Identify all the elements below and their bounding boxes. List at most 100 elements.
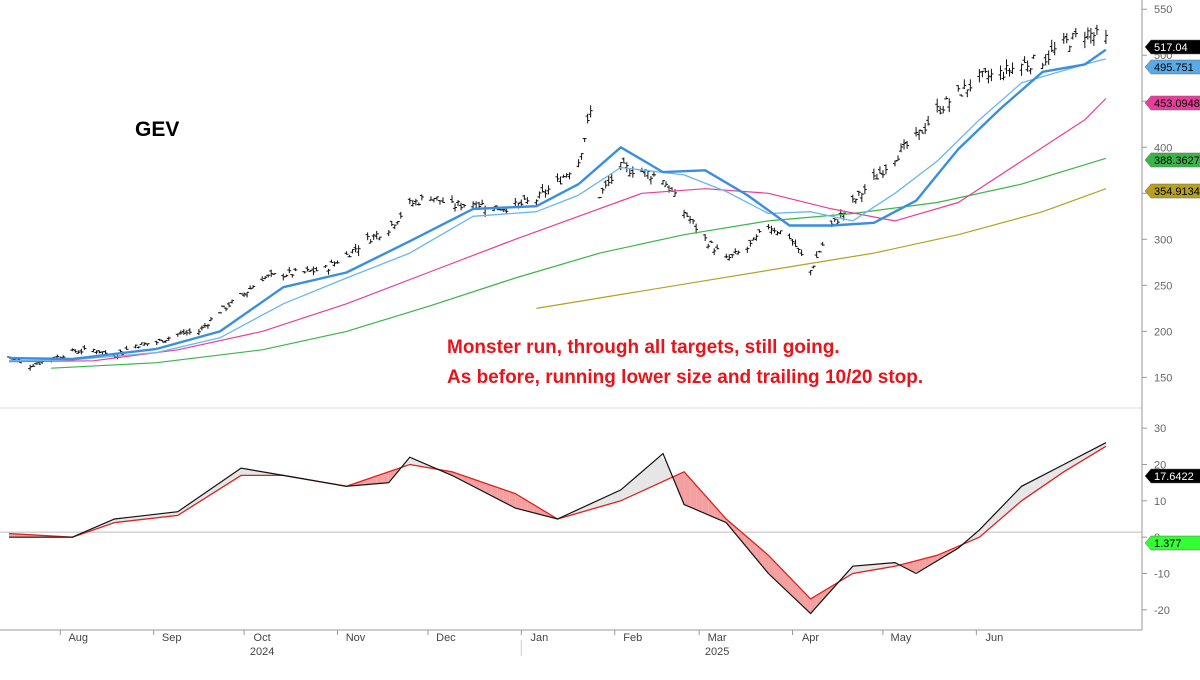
ohlc-bar <box>588 105 593 118</box>
ohlc-bar <box>905 140 910 149</box>
ohlc-bar <box>944 96 949 100</box>
osc-fill <box>1093 445 1100 454</box>
ohlc-bar <box>998 65 1003 81</box>
ohlc-bar <box>260 276 265 282</box>
osc-fill <box>714 505 721 521</box>
oscillator-plot <box>0 442 1142 615</box>
ohlc-bar <box>1040 62 1045 70</box>
ohlc-bar <box>600 187 605 194</box>
ohlc-bar <box>323 264 328 268</box>
ohlc-bar <box>365 232 370 241</box>
osc-fill <box>412 458 419 467</box>
ohlc-bar <box>754 234 759 241</box>
ohlc-bar <box>230 299 235 304</box>
osc-fill <box>226 474 233 485</box>
ohlc-bar <box>546 185 551 195</box>
ohlc-bar <box>290 274 295 278</box>
price-value-tag: 495.751 <box>1144 59 1200 75</box>
osc-fill <box>931 555 938 565</box>
ohlc-bar <box>1043 54 1048 66</box>
osc-fill <box>659 456 666 483</box>
ohlc-bar <box>941 105 946 114</box>
ohlc-bar <box>648 176 653 185</box>
ohlc-bar <box>522 194 527 200</box>
ohlc-bar <box>28 364 33 371</box>
osc-fill <box>376 473 383 484</box>
ohlc-bar <box>902 139 907 150</box>
ohlc-bar <box>757 229 762 233</box>
ohlc-bar <box>79 348 84 355</box>
ohlc-bar <box>166 336 171 341</box>
chart-title: GEV <box>135 118 180 141</box>
x-tick-label: Aug <box>68 632 88 644</box>
ohlc-bar <box>154 340 159 346</box>
osc-fill <box>244 468 251 476</box>
x-tick-label: Dec <box>436 632 456 644</box>
ohlc-bar <box>603 180 608 189</box>
osc-fill <box>219 478 227 489</box>
x-tick-label: Apr <box>802 632 819 644</box>
osc-fill <box>635 471 642 494</box>
ohlc-bar <box>311 266 316 276</box>
ohlc-bar <box>344 251 349 255</box>
ohlc-bar <box>621 157 626 164</box>
ohlc-bar <box>160 340 165 343</box>
osc-fill <box>105 520 112 526</box>
ohlc-bar <box>368 239 373 244</box>
ohlc-bar <box>410 199 415 207</box>
osc-fill <box>810 595 817 614</box>
ohlc-bar <box>413 198 418 206</box>
ohlc-bar <box>329 259 334 263</box>
ohlc-bar <box>73 349 78 353</box>
ohlc-bar <box>989 68 994 82</box>
ohlc-bar <box>627 169 632 177</box>
osc-fill <box>979 523 986 538</box>
ohlc-bar <box>540 184 545 193</box>
ohlc-bar <box>76 350 81 354</box>
ohlc-bar <box>883 164 888 175</box>
ohlc-bar <box>284 274 289 278</box>
ohlc-bar <box>956 85 961 92</box>
osc-fill <box>1075 455 1082 465</box>
ohlc-bar <box>959 94 964 97</box>
ohlc-bar <box>293 268 298 272</box>
ohlc-bar <box>97 350 102 354</box>
osc-fill <box>684 471 691 508</box>
ohlc-bar <box>245 291 250 298</box>
ohlc-bar <box>561 174 566 178</box>
osc-fill <box>503 489 510 505</box>
ohlc-bar <box>1082 31 1087 49</box>
osc-fill <box>418 461 425 468</box>
ohlc-bar <box>82 345 87 351</box>
ohlc-bar <box>935 98 940 113</box>
osc-ytick-label: 20 <box>1154 460 1166 472</box>
x-year-label: 2025 <box>705 646 729 658</box>
ohlc-bar <box>356 245 361 257</box>
ohlc-bar <box>766 224 771 230</box>
osc-fill <box>738 529 745 545</box>
ohlc-bar <box>456 199 461 207</box>
osc-fill <box>497 487 504 502</box>
osc-fill <box>858 565 865 573</box>
osc-fill <box>539 508 546 516</box>
osc-fill <box>732 524 739 538</box>
ohlc-bar <box>205 323 210 329</box>
price-ytick-label: 150 <box>1154 372 1172 384</box>
ohlc-bar <box>1064 33 1069 44</box>
osc-fill <box>708 498 715 518</box>
ohlc-bar <box>624 162 629 173</box>
osc-value-tag-text: 1.377 <box>1154 538 1182 550</box>
osc-ytick-label: 10 <box>1154 496 1166 508</box>
ohlc-bar <box>1004 59 1009 75</box>
ohlc-bar <box>1088 28 1093 44</box>
ohlc-bar <box>471 201 476 208</box>
ohlc-bar <box>453 203 458 212</box>
ohlc-bar <box>377 236 382 241</box>
osc-fill <box>406 458 413 466</box>
ohlc-bar <box>893 160 898 167</box>
ma-line-100 <box>51 157 1107 369</box>
x-year-label: 2024 <box>250 646 274 658</box>
ohlc-bar <box>769 225 774 235</box>
price-value-tag-text: 388.3627 <box>1154 155 1200 167</box>
